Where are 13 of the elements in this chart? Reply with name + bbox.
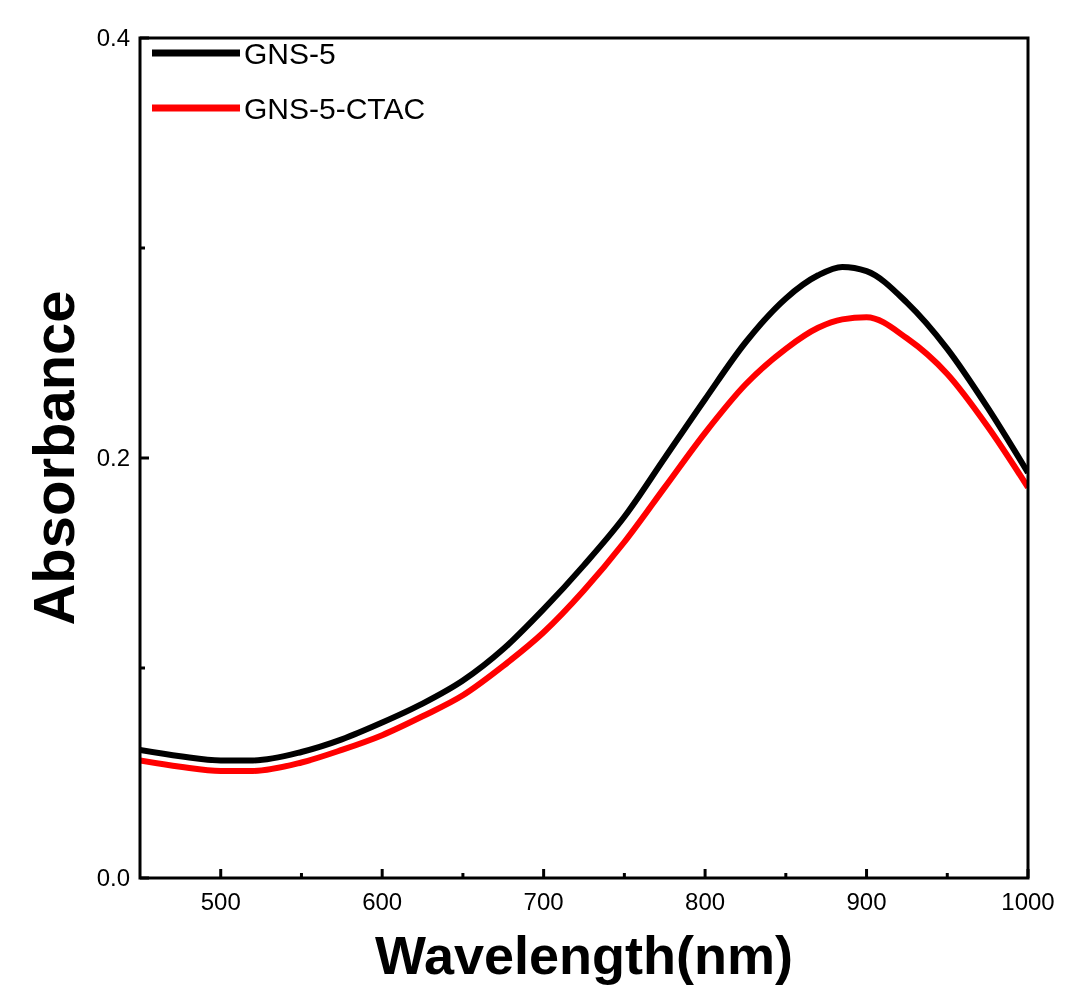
x-tick-label: 900 <box>846 888 887 915</box>
x-tick-label: 700 <box>523 888 564 915</box>
x-tick-label: 800 <box>685 888 726 915</box>
x-tick-label: 1000 <box>1001 888 1055 915</box>
y-tick-label: 0.4 <box>96 24 130 51</box>
x-tick-label: 500 <box>200 888 241 915</box>
x-axis-title: Wavelength(nm) <box>375 925 793 985</box>
y-tick-label: 0.2 <box>96 444 130 471</box>
y-axis-title: Absorbance <box>21 290 86 626</box>
legend-label: GNS-5-CTAC <box>244 92 426 125</box>
y-tick-label: 0.0 <box>96 864 130 891</box>
legend-label: GNS-5 <box>244 37 336 70</box>
x-tick-label: 600 <box>362 888 403 915</box>
